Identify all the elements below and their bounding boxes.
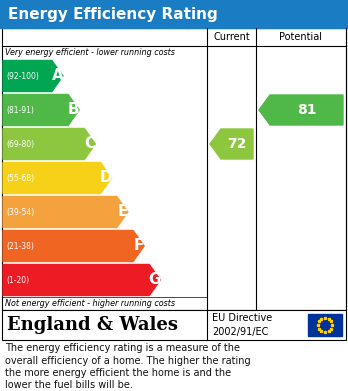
Bar	[308, 314, 342, 336]
Text: (69-80): (69-80)	[6, 140, 34, 149]
Text: overall efficiency of a home. The higher the rating: overall efficiency of a home. The higher…	[5, 355, 251, 366]
Text: lower the fuel bills will be.: lower the fuel bills will be.	[5, 380, 133, 391]
Bar	[0, 0, 348, 28]
Text: (92-100): (92-100)	[6, 72, 39, 81]
Text: EU Directive
2002/91/EC: EU Directive 2002/91/EC	[212, 314, 272, 337]
Polygon shape	[3, 95, 79, 126]
Text: Very energy efficient - lower running costs: Very energy efficient - lower running co…	[5, 48, 175, 57]
Bar	[2, 310, 346, 340]
Text: The energy efficiency rating is a measure of the: The energy efficiency rating is a measur…	[5, 343, 240, 353]
Text: E: E	[117, 204, 127, 219]
Text: (21-38): (21-38)	[6, 242, 34, 251]
Text: Energy Efficiency Rating: Energy Efficiency Rating	[8, 7, 218, 22]
Text: C: C	[84, 136, 95, 151]
Text: 81: 81	[297, 103, 316, 117]
Text: A: A	[52, 68, 63, 84]
Polygon shape	[3, 264, 160, 296]
Polygon shape	[3, 231, 144, 262]
Polygon shape	[3, 61, 63, 91]
Polygon shape	[3, 129, 95, 160]
Polygon shape	[210, 129, 253, 159]
Polygon shape	[3, 197, 128, 228]
Text: (39-54): (39-54)	[6, 208, 34, 217]
Text: D: D	[100, 170, 112, 185]
Polygon shape	[259, 95, 343, 125]
Text: (81-91): (81-91)	[6, 106, 34, 115]
Text: Current: Current	[213, 32, 250, 42]
Polygon shape	[3, 163, 112, 194]
Text: (1-20): (1-20)	[6, 276, 29, 285]
Text: (55-68): (55-68)	[6, 174, 34, 183]
Text: Not energy efficient - higher running costs: Not energy efficient - higher running co…	[5, 299, 175, 308]
Bar	[2, 28, 346, 310]
Text: Potential: Potential	[279, 32, 323, 42]
Text: 72: 72	[227, 137, 247, 151]
Text: the more energy efficient the home is and the: the more energy efficient the home is an…	[5, 368, 231, 378]
Text: B: B	[68, 102, 79, 118]
Text: G: G	[149, 273, 161, 287]
Text: F: F	[133, 239, 144, 253]
Text: England & Wales: England & Wales	[7, 316, 178, 334]
